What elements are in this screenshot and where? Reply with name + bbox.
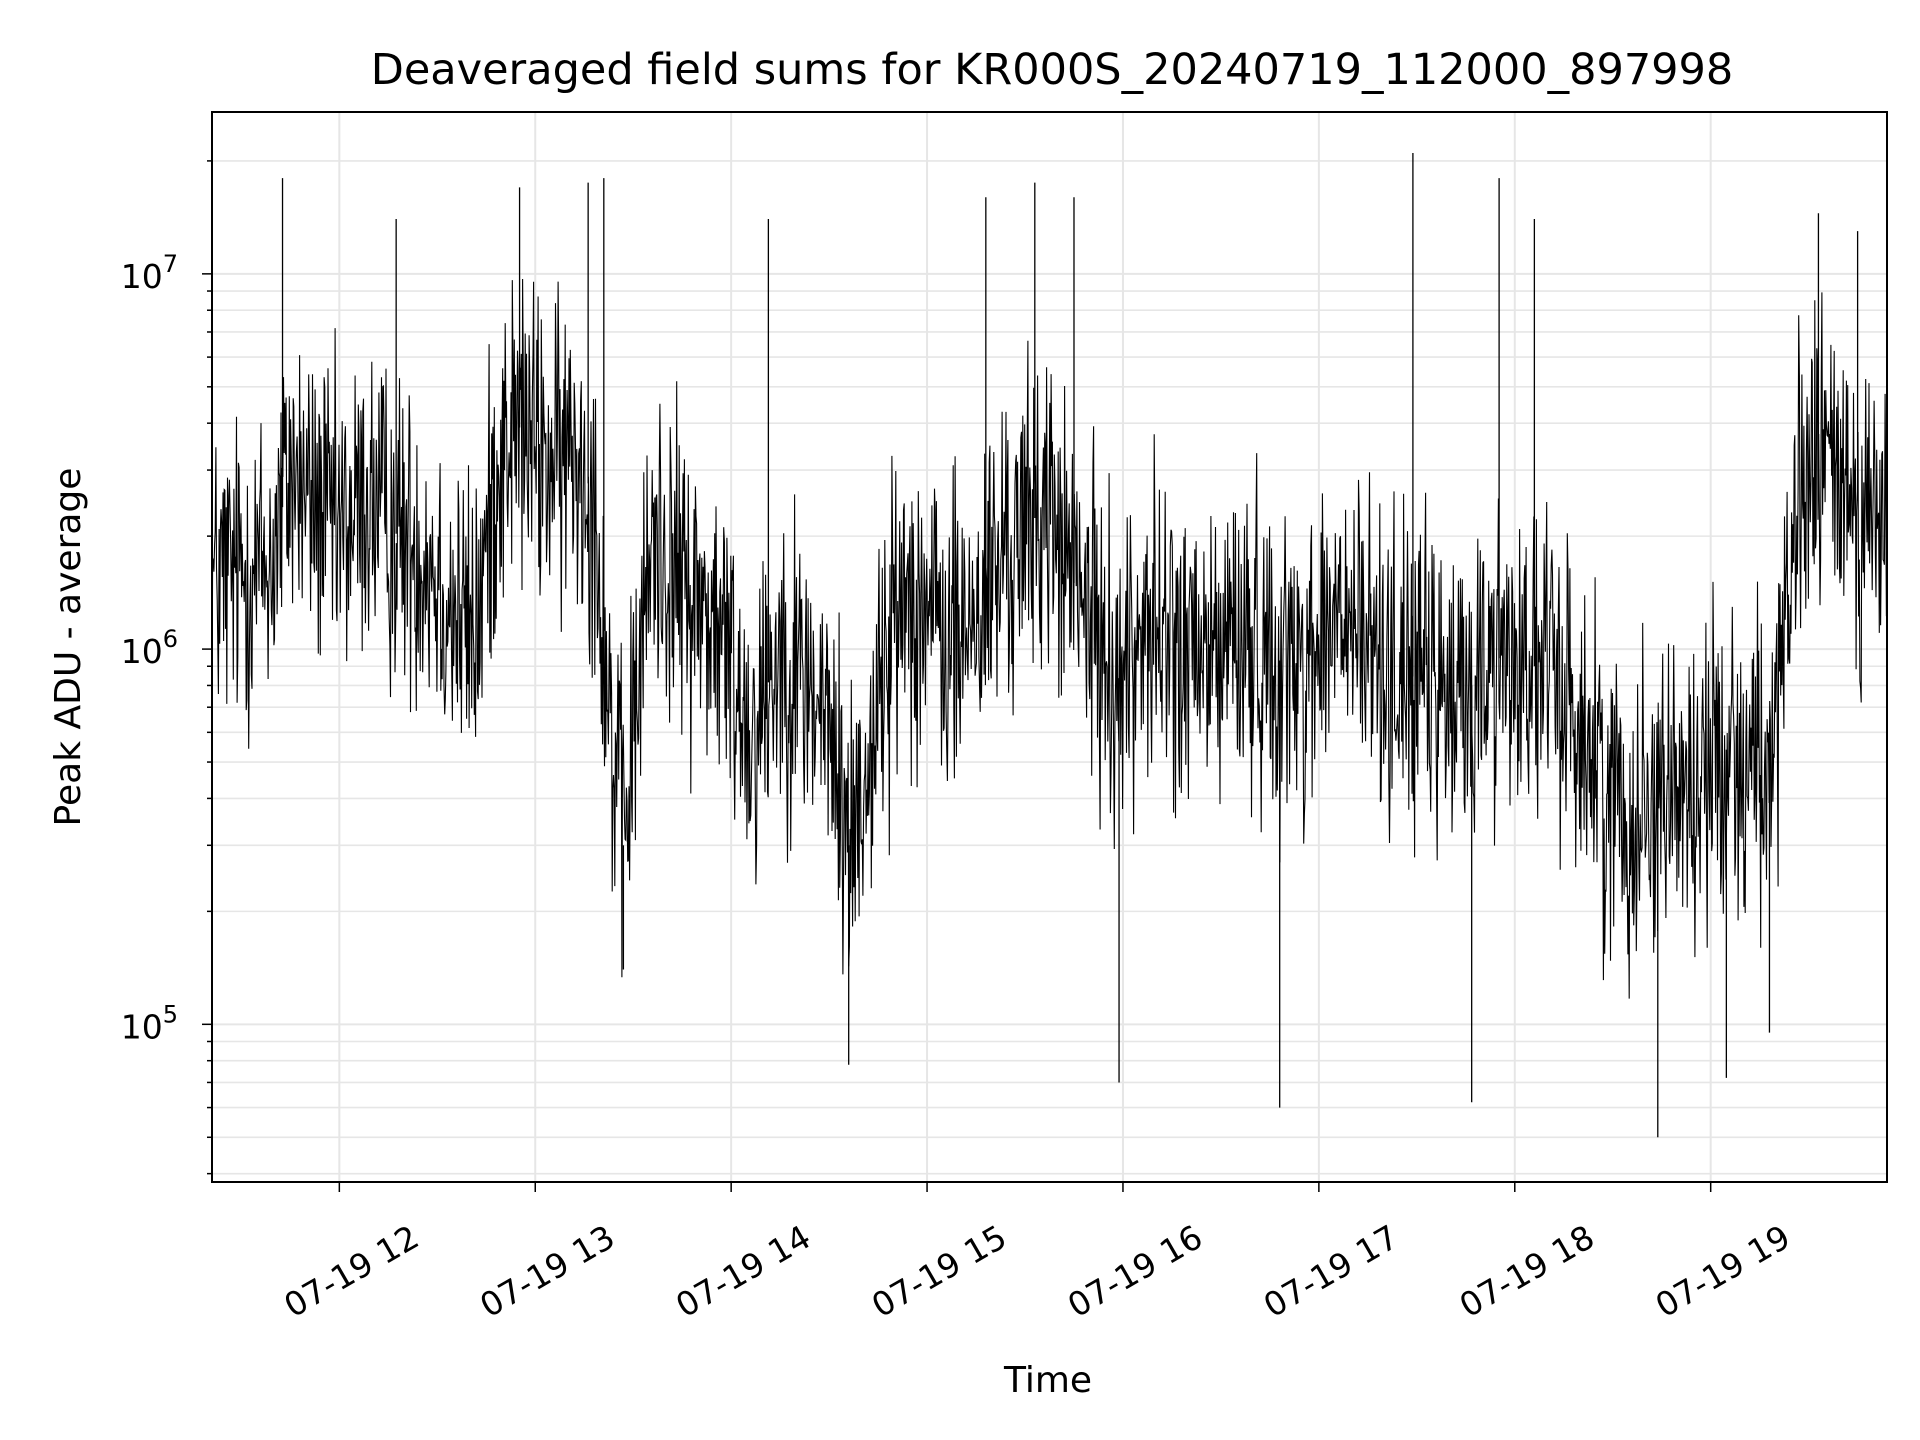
chart-title: Deaveraged field sums for KR000S_2024071…: [371, 45, 1734, 95]
y-tick-exponent: 6: [163, 625, 178, 653]
series-line: [211, 278, 1888, 999]
series-layer: [211, 152, 1888, 1138]
x-axis-label: Time: [1003, 1360, 1092, 1401]
y-tick-exponent: 7: [163, 250, 178, 278]
y-tick-exponent: 5: [163, 1000, 178, 1028]
y-tick-label: 105: [121, 1000, 178, 1046]
y-axis-label: Peak ADU - average: [48, 468, 89, 827]
plot-frame: [211, 111, 1888, 1183]
